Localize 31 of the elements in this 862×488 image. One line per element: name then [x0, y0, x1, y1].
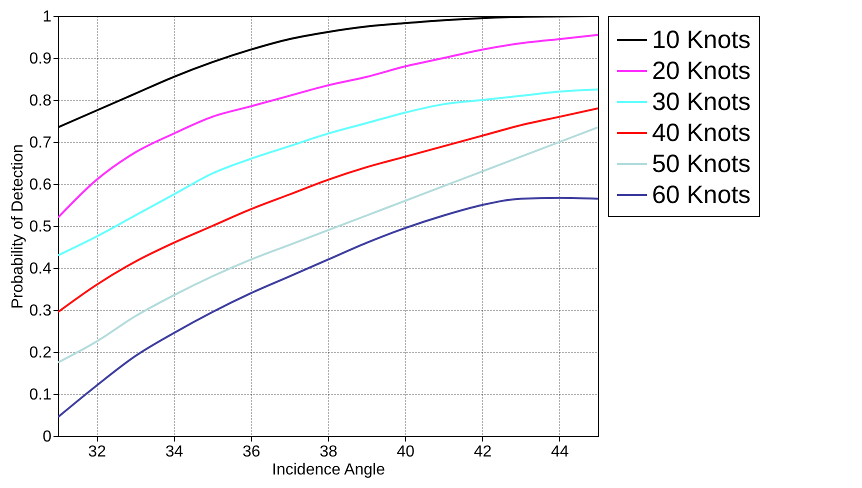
legend-label: 60 Knots	[652, 181, 751, 209]
y-tick-label: 0.5	[29, 218, 52, 236]
legend-label: 50 Knots	[652, 150, 751, 178]
x-tick-label: 32	[88, 444, 106, 460]
y-axis-title: Probability of Detection	[9, 144, 26, 309]
legend-label: 20 Knots	[652, 57, 751, 85]
legend-label: 30 Knots	[652, 88, 751, 116]
y-tick-label: 0.3	[29, 302, 52, 320]
y-tick-label: 0.1	[29, 386, 52, 404]
y-tick-label: 0.4	[29, 260, 52, 278]
y-tick-label: 0	[42, 428, 52, 446]
x-tick-label: 40	[396, 444, 415, 460]
x-tick-label: 44	[551, 444, 569, 460]
y-tick-label: 0.6	[29, 176, 52, 194]
x-tick-label: 42	[474, 444, 492, 460]
x-tick-label: 34	[165, 444, 184, 460]
x-axis-title: Incidence Angle	[272, 462, 386, 478]
line-series	[58, 126, 598, 364]
y-tick-label: 1	[42, 8, 52, 26]
x-tick-label: 38	[320, 444, 338, 460]
line-series	[58, 107, 598, 314]
y-tick-label: 0.2	[29, 344, 52, 362]
line-series	[58, 34, 598, 219]
y-tick-label: 0.8	[29, 92, 52, 110]
y-tick-label: 0.9	[29, 50, 52, 68]
y-tick-label: 0.7	[29, 134, 52, 152]
line-series	[58, 88, 598, 256]
legend-label: 40 Knots	[652, 119, 751, 147]
x-tick-label: 36	[242, 444, 260, 460]
legend-label: 10 Knots	[652, 26, 751, 54]
line-series	[58, 196, 598, 418]
